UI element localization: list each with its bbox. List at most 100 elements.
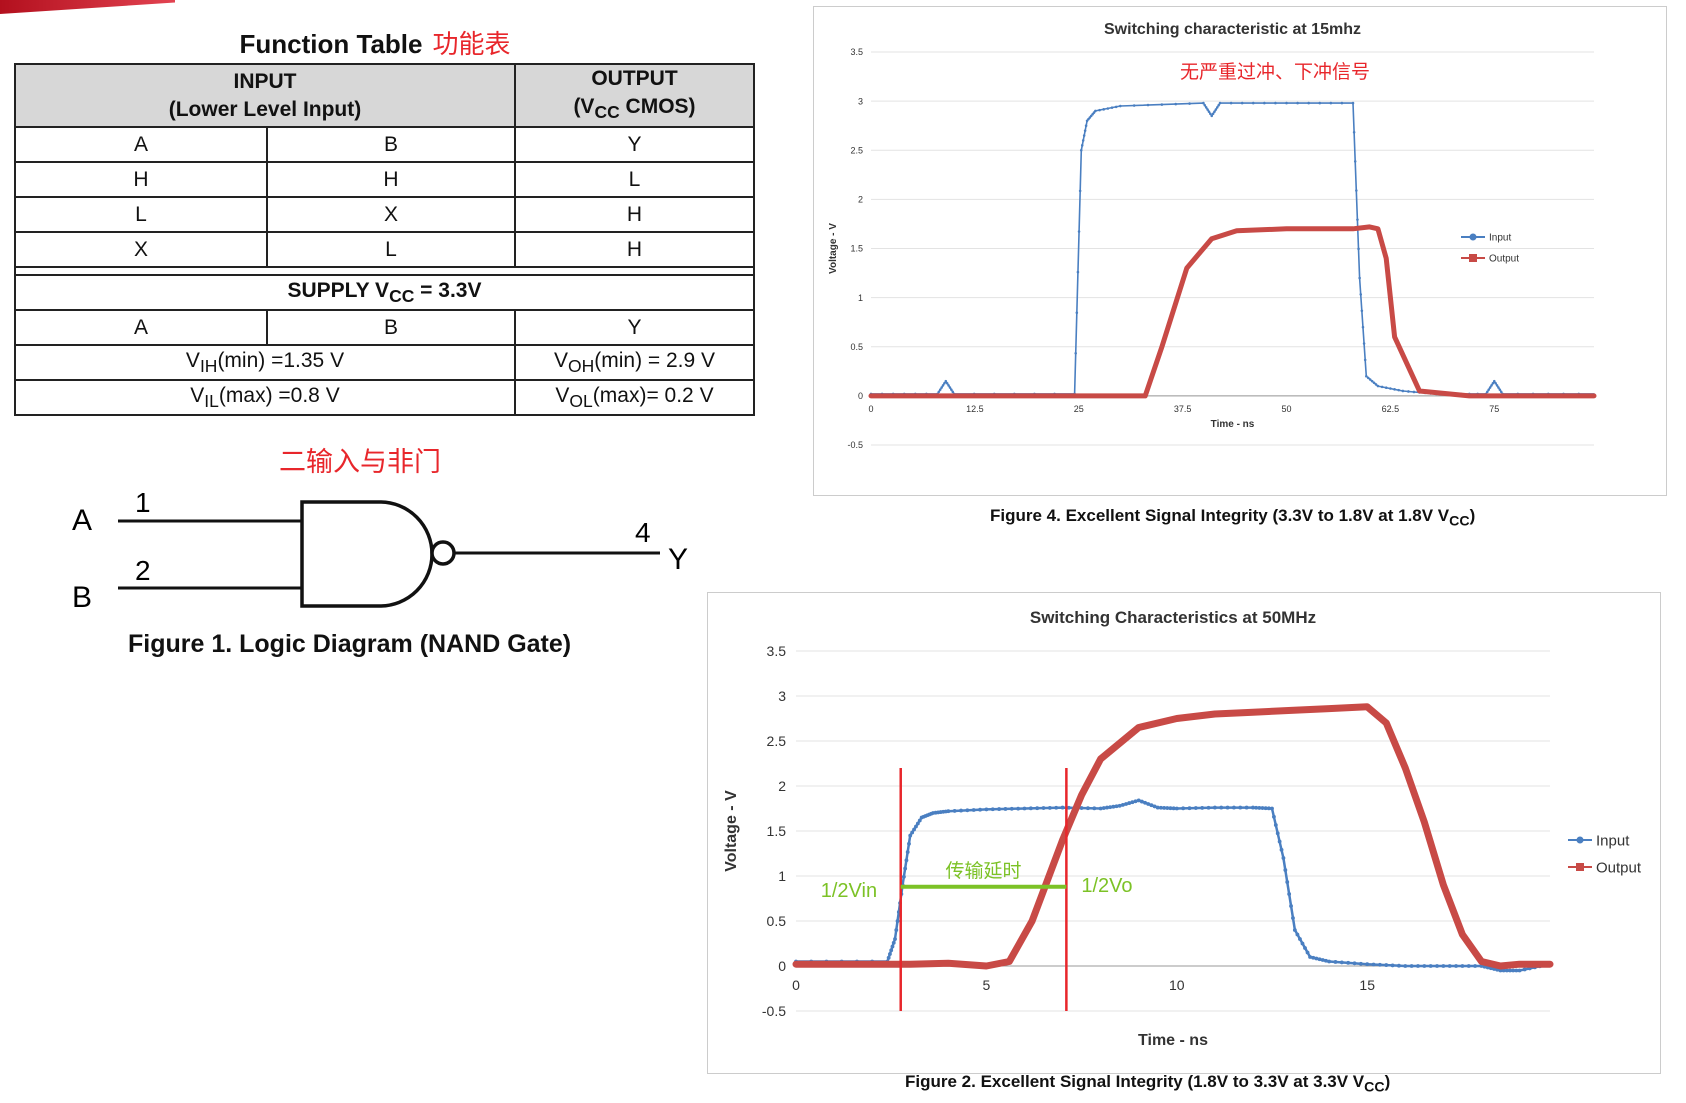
series-output-point: [1397, 344, 1401, 348]
x-axis-label: Time - ns: [1138, 1032, 1208, 1049]
series-input-point: [1162, 805, 1167, 810]
series-output-point: [1542, 961, 1548, 967]
series-output-point: [1243, 228, 1247, 233]
series-input-point: [1232, 805, 1236, 810]
series-output-point: [1351, 227, 1355, 231]
series-output-point: [952, 961, 958, 967]
series-output-point: [1537, 961, 1543, 967]
series-output-point: [1453, 915, 1459, 921]
series-input-point: [1171, 806, 1176, 811]
series-output-point: [1488, 394, 1492, 398]
series-input-point: [1209, 112, 1212, 116]
output-header-sub: CC: [594, 102, 620, 123]
series-output-point: [895, 961, 900, 967]
series-output-point: [1329, 227, 1333, 231]
series-output-point: [1377, 715, 1383, 720]
chart-title: Switching characteristic at 15mhz: [1104, 21, 1361, 38]
legend-label: Input: [1596, 832, 1630, 849]
table-cell: H: [14, 161, 268, 199]
series-output-point: [1174, 716, 1180, 721]
legend-marker: [1469, 233, 1477, 241]
series-output-point: [1157, 353, 1161, 357]
series-input-point: [1204, 106, 1208, 109]
series-output-point: [1151, 369, 1156, 373]
series-input-point: [1365, 962, 1370, 967]
series-output-point: [971, 962, 977, 968]
series-input-point: [1110, 106, 1114, 109]
series-output-point: [1226, 231, 1230, 236]
x-tick-label: 75: [1489, 404, 1499, 414]
input-header-line2: (Lower Level Input): [168, 97, 362, 121]
legend-label: Output: [1596, 859, 1642, 876]
series-output-point: [1104, 751, 1110, 757]
chart1-annotation-cn: 无严重过冲、下冲信号: [1180, 62, 1371, 83]
series-output-point: [1417, 389, 1422, 393]
series-output-point: [1513, 962, 1519, 967]
series-output-point: [901, 961, 907, 967]
series-input-point: [984, 807, 989, 812]
series-input-point: [1212, 805, 1217, 810]
series-input-point: [1428, 964, 1433, 968]
series-output-point: [1106, 394, 1110, 398]
series-input-point: [1303, 946, 1307, 950]
series-input-point: [1251, 805, 1255, 810]
series-output-point: [1459, 393, 1463, 397]
series-output-point: [1409, 371, 1413, 375]
series-input-point: [1329, 101, 1333, 105]
series-output-point: [1081, 394, 1085, 398]
series-output-point: [1383, 251, 1387, 256]
series-output-point: [1069, 815, 1075, 820]
series-input-point: [1114, 105, 1118, 109]
series-output-point: [1129, 730, 1135, 736]
series-input-point: [1082, 134, 1086, 137]
series-output-point: [933, 961, 939, 966]
series-output-point: [1110, 746, 1116, 751]
series-output-point: [1571, 394, 1575, 398]
series-output-point: [1413, 380, 1417, 384]
series-input-point: [1390, 963, 1395, 968]
series-output-point: [1381, 246, 1386, 251]
series-input-point: [1251, 101, 1255, 105]
series-input-point: [1501, 968, 1506, 973]
table-cell: L: [514, 161, 755, 199]
series-output-point: [1466, 941, 1472, 946]
y-tick-label: 0: [778, 958, 786, 974]
supply-row: SUPPLY VCC = 3.3V: [14, 274, 755, 312]
pin-a-label: 1: [135, 487, 151, 518]
series-input-point: [1080, 144, 1084, 147]
series-output-point: [1160, 345, 1164, 349]
series-output-point: [1218, 711, 1224, 717]
series-output-point: [1362, 225, 1366, 230]
series-output-point: [1391, 322, 1395, 326]
series-output-point: [1044, 878, 1050, 883]
series-output-point: [1354, 226, 1358, 231]
series-output-point: [1006, 959, 1012, 964]
series-input-point: [895, 919, 900, 923]
series-output-point: [1146, 386, 1150, 390]
vih-post: (min) =1.35 V: [217, 348, 345, 372]
series-output-point: [869, 961, 875, 967]
series-input-point: [1324, 958, 1328, 963]
table-cell: L: [14, 196, 268, 234]
series-output-point: [1421, 819, 1427, 825]
series-output-point: [984, 963, 989, 969]
series-output-point: [1522, 961, 1528, 967]
figure2-caption-sub: CC: [1364, 1079, 1385, 1096]
y-tick-label: 1: [858, 293, 863, 303]
series-input-point: [888, 952, 892, 956]
series-output-point: [1076, 800, 1081, 805]
series-output-point: [1301, 707, 1307, 713]
series-output-point: [1517, 961, 1522, 967]
series-input-point: [1504, 968, 1509, 973]
series-output-point: [1088, 774, 1094, 780]
series-output-point: [1412, 792, 1418, 798]
series-output-point: [1485, 960, 1491, 966]
series-input-point: [1263, 101, 1266, 105]
series-input-point: [1214, 108, 1218, 111]
voh-pre: V: [553, 348, 568, 372]
series-output-point: [1501, 963, 1507, 969]
series-output-point: [1320, 706, 1326, 712]
series-input-point: [1511, 968, 1516, 973]
